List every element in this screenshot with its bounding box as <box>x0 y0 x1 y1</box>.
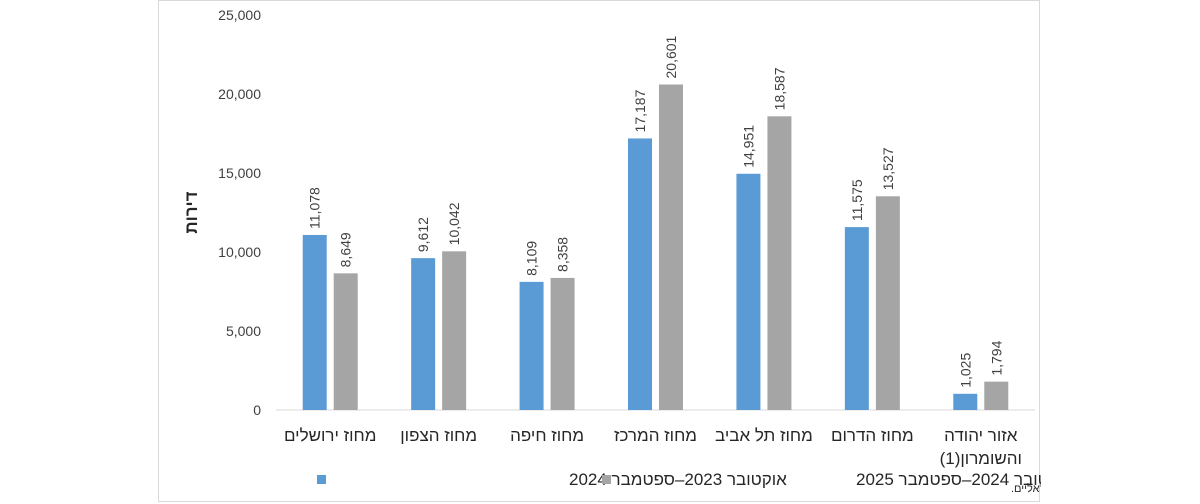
bar-series-2 <box>550 277 575 410</box>
bar-series-2 <box>767 116 792 410</box>
footnote: 1. יישובים ישראליים. <box>1011 482 1041 495</box>
data-label: 9,612 <box>415 217 431 252</box>
y-tick-label: 5,000 <box>226 323 261 339</box>
data-label: 14,951 <box>740 125 756 168</box>
bar-chart: 0 5,000 10,000 15,000 20,000 25,000 דירות 11,07… <box>182 7 1041 495</box>
y-tick-label: 0 <box>253 402 261 418</box>
data-label: 8,358 <box>555 237 571 272</box>
data-label: 1,794 <box>988 340 1004 375</box>
data-label: 1,025 <box>957 353 973 388</box>
data-label: 13,527 <box>880 147 896 190</box>
bar-series-1 <box>736 173 761 410</box>
data-label: 8,109 <box>524 241 540 276</box>
bar-series-1 <box>302 234 327 410</box>
x-category-label: אזור יהודה <box>944 426 1018 445</box>
data-label: 18,587 <box>771 67 787 110</box>
data-label: 11,575 <box>849 179 865 221</box>
x-category-label: מחוז המרכז <box>614 426 697 445</box>
bar-series-1 <box>953 393 978 410</box>
x-category-label: מחוז הדרום <box>831 426 914 445</box>
bar-series-2 <box>659 84 683 410</box>
legend-label-1: אוקטובר 2023–ספטמבר 2024 <box>569 470 787 489</box>
y-tick-label: 25,000 <box>218 7 261 23</box>
x-category-label: מחוז הצפון <box>400 426 477 445</box>
x-category-label: והשומרון(1) <box>940 449 1022 468</box>
y-axis-title: דירות <box>182 191 201 233</box>
y-tick-label: 15,000 <box>218 165 261 181</box>
chart-frame: 0 5,000 10,000 15,000 20,000 25,000 דירות 11,07… <box>158 0 1041 502</box>
legend-swatch-2 <box>602 475 611 484</box>
bar-series-2 <box>442 251 467 410</box>
bar-series-2 <box>875 196 900 410</box>
data-label: 10,042 <box>446 202 462 245</box>
y-tick-label: 20,000 <box>218 86 261 102</box>
x-category-label: מחוז תל אביב <box>715 426 813 445</box>
bar-series-1 <box>844 227 869 410</box>
data-label: 20,601 <box>663 35 679 78</box>
bar-series-2 <box>333 273 358 410</box>
bar-series-1 <box>628 138 652 410</box>
bar-series-1 <box>519 281 544 410</box>
data-label: 11,078 <box>307 187 323 229</box>
x-category-label: מחוז חיפה <box>510 426 584 445</box>
bar-series-1 <box>411 258 436 410</box>
data-label: 17,187 <box>632 89 648 132</box>
y-tick-label: 10,000 <box>218 244 261 260</box>
legend-swatch-1 <box>317 475 326 484</box>
bar-series-2 <box>984 381 1009 410</box>
legend-label-2: אוקטובר 2024–ספטמבר 2025 <box>856 470 1041 489</box>
data-label: 8,649 <box>338 232 354 267</box>
x-category-label: מחוז ירושלים <box>284 426 376 445</box>
